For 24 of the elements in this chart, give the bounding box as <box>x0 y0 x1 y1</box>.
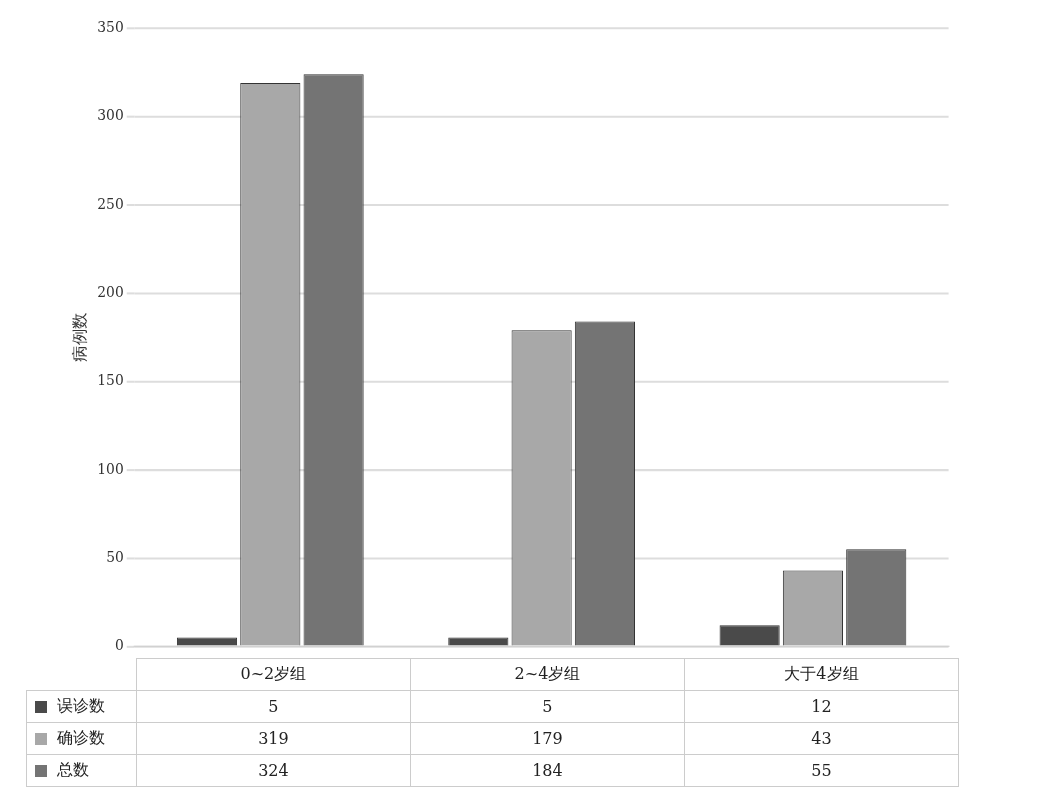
legend-label: 总数 <box>56 760 89 779</box>
data-label: 5 <box>410 690 685 723</box>
y-tick-label: 50 <box>106 548 124 565</box>
y-tick-label: 250 <box>97 195 124 212</box>
data-label: 324 <box>136 754 411 787</box>
data-label: 179 <box>410 722 685 755</box>
y-tick-label: 300 <box>97 107 124 124</box>
y-axis-title: 病例数 <box>70 313 89 362</box>
y-tick-label: 200 <box>97 283 124 300</box>
legend-label: 误诊数 <box>56 696 105 715</box>
data-label: 43 <box>684 722 959 755</box>
y-tick-label: 100 <box>97 460 124 477</box>
data-label: 319 <box>136 722 411 755</box>
y-tick-label: 0 <box>114 636 124 654</box>
x-tick-label: 2~4岁组 <box>410 658 685 691</box>
data-label: 12 <box>684 690 959 723</box>
data-label: 184 <box>410 754 685 787</box>
legend-label: 确诊数 <box>56 728 105 747</box>
x-tick-label: 大于4岁组 <box>684 658 959 691</box>
data-label: 55 <box>684 754 959 787</box>
y-tick-label: 350 <box>97 18 124 36</box>
y-tick-label: 150 <box>97 372 124 389</box>
x-tick-label: 0~2岁组 <box>136 658 411 691</box>
data-label: 5 <box>136 690 411 723</box>
